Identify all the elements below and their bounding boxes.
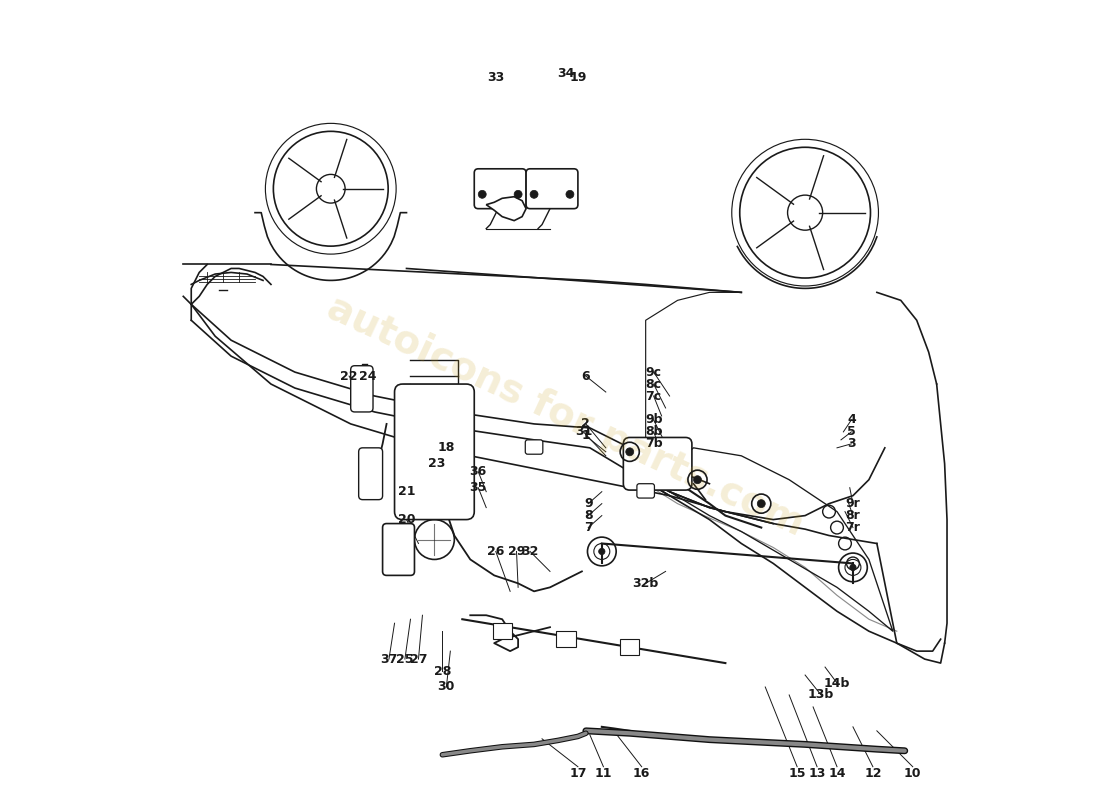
Text: 16: 16: [632, 766, 650, 780]
Text: 7b: 7b: [645, 438, 662, 450]
Circle shape: [693, 476, 702, 484]
Text: 7c: 7c: [646, 390, 662, 402]
Text: 34: 34: [558, 66, 574, 80]
Circle shape: [598, 548, 605, 554]
Text: 28: 28: [433, 665, 451, 678]
Text: 14: 14: [828, 766, 846, 780]
Text: 8r: 8r: [846, 509, 860, 522]
FancyBboxPatch shape: [474, 169, 526, 209]
Text: 8: 8: [584, 509, 593, 522]
Text: 36: 36: [470, 466, 487, 478]
Text: 9b: 9b: [645, 414, 662, 426]
Text: 3: 3: [847, 438, 856, 450]
Text: 22: 22: [340, 370, 358, 382]
Text: 8b: 8b: [645, 426, 662, 438]
Text: 33: 33: [487, 70, 505, 84]
FancyBboxPatch shape: [637, 484, 654, 498]
Text: 13b: 13b: [807, 689, 834, 702]
Text: 30: 30: [438, 681, 455, 694]
FancyBboxPatch shape: [359, 448, 383, 500]
Text: 20: 20: [398, 513, 416, 526]
FancyBboxPatch shape: [526, 169, 578, 209]
Polygon shape: [486, 197, 526, 221]
Text: 21: 21: [398, 485, 416, 498]
Text: 11: 11: [595, 766, 613, 780]
Text: 37: 37: [381, 653, 397, 666]
Circle shape: [514, 190, 522, 198]
Text: 7: 7: [584, 521, 593, 534]
Text: 26: 26: [487, 545, 505, 558]
Text: 17: 17: [569, 766, 586, 780]
Text: 12: 12: [865, 766, 881, 780]
Text: 9r: 9r: [846, 497, 860, 510]
FancyBboxPatch shape: [624, 438, 692, 490]
FancyBboxPatch shape: [620, 639, 639, 655]
Text: 23: 23: [428, 458, 446, 470]
Text: 5: 5: [847, 426, 856, 438]
Circle shape: [757, 500, 766, 508]
FancyBboxPatch shape: [493, 623, 512, 639]
Circle shape: [565, 190, 574, 198]
Circle shape: [850, 564, 856, 570]
Text: 27: 27: [409, 653, 427, 666]
Text: 18: 18: [438, 442, 455, 454]
Text: 24: 24: [360, 370, 377, 382]
FancyBboxPatch shape: [351, 366, 373, 412]
Circle shape: [530, 190, 538, 198]
Text: 35: 35: [470, 481, 487, 494]
Text: 4: 4: [847, 414, 856, 426]
Text: 29: 29: [508, 545, 525, 558]
Text: 8c: 8c: [646, 378, 661, 390]
Text: 32b: 32b: [632, 577, 659, 590]
Circle shape: [626, 448, 634, 456]
Text: 2: 2: [582, 418, 591, 430]
FancyBboxPatch shape: [383, 523, 415, 575]
Circle shape: [478, 190, 486, 198]
FancyBboxPatch shape: [526, 440, 542, 454]
Text: 10: 10: [904, 766, 922, 780]
Text: autoicons for parts.com: autoicons for parts.com: [321, 289, 811, 543]
Text: 15: 15: [789, 766, 806, 780]
FancyBboxPatch shape: [395, 384, 474, 519]
Text: 14b: 14b: [824, 677, 850, 690]
Text: 6: 6: [582, 370, 591, 382]
FancyBboxPatch shape: [557, 631, 575, 647]
Text: 32: 32: [521, 545, 539, 558]
Text: 7r: 7r: [846, 521, 860, 534]
Text: 13: 13: [808, 766, 826, 780]
Text: 1: 1: [582, 430, 591, 442]
Text: 9: 9: [584, 497, 593, 510]
Text: 31: 31: [575, 426, 592, 438]
Text: 9c: 9c: [646, 366, 661, 378]
Text: 19: 19: [569, 70, 586, 84]
Text: 25: 25: [396, 653, 414, 666]
